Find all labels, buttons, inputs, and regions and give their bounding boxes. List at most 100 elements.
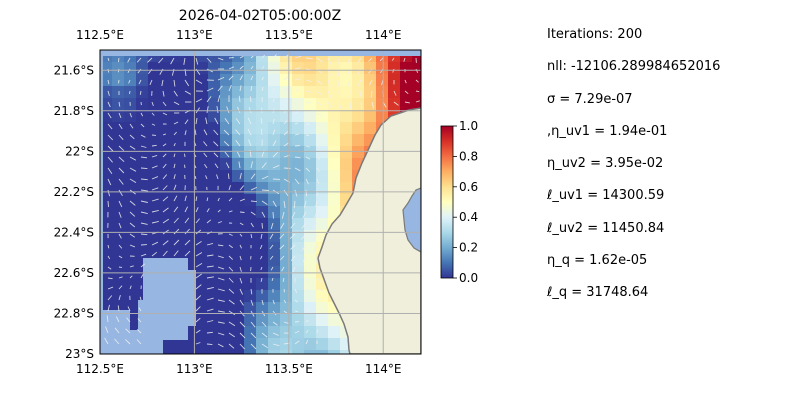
current-vector bbox=[371, 101, 375, 109]
current-vector bbox=[302, 255, 307, 263]
heatmap-cell bbox=[124, 218, 137, 231]
heatmap-cell bbox=[268, 110, 281, 123]
current-vector bbox=[162, 185, 168, 191]
heatmap-cell bbox=[316, 98, 329, 111]
current-vector bbox=[259, 255, 263, 260]
current-vector bbox=[250, 332, 257, 339]
current-vector bbox=[316, 288, 323, 292]
heatmap-cell bbox=[208, 350, 221, 354]
current-vector bbox=[125, 328, 131, 334]
current-vector bbox=[294, 133, 300, 136]
heatmap-cell bbox=[256, 74, 269, 87]
heatmap-cell bbox=[220, 98, 233, 111]
current-vector bbox=[173, 184, 177, 191]
heatmap-cell bbox=[208, 134, 221, 147]
current-vector bbox=[127, 68, 131, 74]
current-vector bbox=[224, 151, 230, 158]
y-tick-label: 21.8°S bbox=[54, 104, 94, 118]
current-vector bbox=[129, 275, 133, 279]
current-vector bbox=[206, 265, 214, 268]
heatmap-cell bbox=[220, 350, 233, 354]
current-vector bbox=[195, 57, 199, 65]
heatmap-cell bbox=[304, 230, 317, 243]
heatmap-cell bbox=[160, 338, 173, 351]
heatmap-cell bbox=[316, 146, 329, 159]
heatmap-cell bbox=[172, 134, 185, 147]
heatmap-cell bbox=[232, 206, 245, 219]
current-vector bbox=[129, 211, 136, 217]
heatmap-cell bbox=[148, 242, 161, 255]
heatmap-cell bbox=[292, 266, 305, 279]
current-vector bbox=[239, 198, 245, 202]
heatmap-cell bbox=[268, 302, 281, 315]
heatmap-cell bbox=[292, 182, 305, 195]
current-vector bbox=[206, 57, 212, 63]
heatmap-cell bbox=[100, 242, 113, 255]
current-vector bbox=[272, 118, 275, 125]
heatmap-cell bbox=[220, 278, 233, 291]
heatmap-cell bbox=[220, 74, 233, 87]
heatmap-cell bbox=[220, 326, 233, 339]
heatmap-cell bbox=[304, 350, 317, 354]
current-vector bbox=[118, 134, 124, 140]
current-vector bbox=[261, 299, 264, 306]
current-vector bbox=[223, 129, 230, 136]
current-vector bbox=[357, 57, 362, 63]
heatmap-cell bbox=[244, 290, 257, 303]
heatmap-cell bbox=[268, 218, 281, 231]
heatmap-cell bbox=[328, 62, 341, 75]
heatmap-cell bbox=[172, 338, 185, 351]
heatmap-cell bbox=[208, 326, 221, 339]
heatmap-cell bbox=[316, 290, 329, 303]
heatmap-cell bbox=[160, 194, 173, 207]
heatmap-cell bbox=[280, 98, 293, 111]
current-vector bbox=[173, 121, 179, 125]
heatmap-cell bbox=[340, 110, 353, 123]
heatmap-cell bbox=[244, 314, 257, 327]
current-vector bbox=[261, 76, 264, 81]
current-vector bbox=[250, 288, 253, 295]
heatmap-cell bbox=[196, 98, 209, 111]
heatmap-cell bbox=[160, 134, 173, 147]
heatmap-cell bbox=[412, 86, 421, 99]
current-vector bbox=[301, 233, 307, 240]
heatmap-cell bbox=[172, 86, 185, 99]
current-vector bbox=[104, 337, 109, 345]
heatmap-cell bbox=[280, 122, 293, 135]
current-vector bbox=[173, 239, 180, 246]
heatmap-cell bbox=[244, 110, 257, 123]
heatmap-cell bbox=[292, 98, 305, 111]
current-vector bbox=[213, 129, 219, 136]
current-vector bbox=[316, 318, 320, 323]
current-vector bbox=[162, 196, 169, 202]
heatmap-cell bbox=[316, 62, 329, 75]
heatmap-cell bbox=[112, 230, 125, 243]
heatmap-cell bbox=[256, 194, 269, 207]
heatmap-cell bbox=[268, 146, 281, 159]
heatmap-cell bbox=[316, 110, 329, 123]
current-vector bbox=[272, 151, 279, 158]
current-vector bbox=[137, 318, 142, 323]
heatmap-cell bbox=[364, 62, 377, 75]
heatmap-cell bbox=[280, 230, 293, 243]
heatmap-cell bbox=[220, 218, 233, 231]
current-vector bbox=[184, 206, 189, 213]
heatmap-cell bbox=[196, 170, 209, 183]
current-vector bbox=[129, 112, 133, 118]
current-vector bbox=[206, 254, 214, 257]
heatmap-cell bbox=[244, 278, 257, 291]
heatmap-cell bbox=[184, 158, 197, 171]
current-vector bbox=[316, 277, 322, 283]
current-vector bbox=[118, 178, 124, 185]
heatmap-cell bbox=[100, 218, 113, 231]
current-vector bbox=[162, 143, 167, 147]
current-vector bbox=[195, 218, 200, 224]
heatmap-cell bbox=[364, 74, 377, 87]
heatmap-cell bbox=[220, 170, 233, 183]
current-vector bbox=[195, 284, 202, 290]
current-vector bbox=[118, 145, 125, 151]
current-vector bbox=[151, 198, 159, 202]
heatmap-cell bbox=[232, 98, 245, 111]
current-vector bbox=[228, 332, 235, 338]
ocean-mask bbox=[100, 50, 421, 354]
